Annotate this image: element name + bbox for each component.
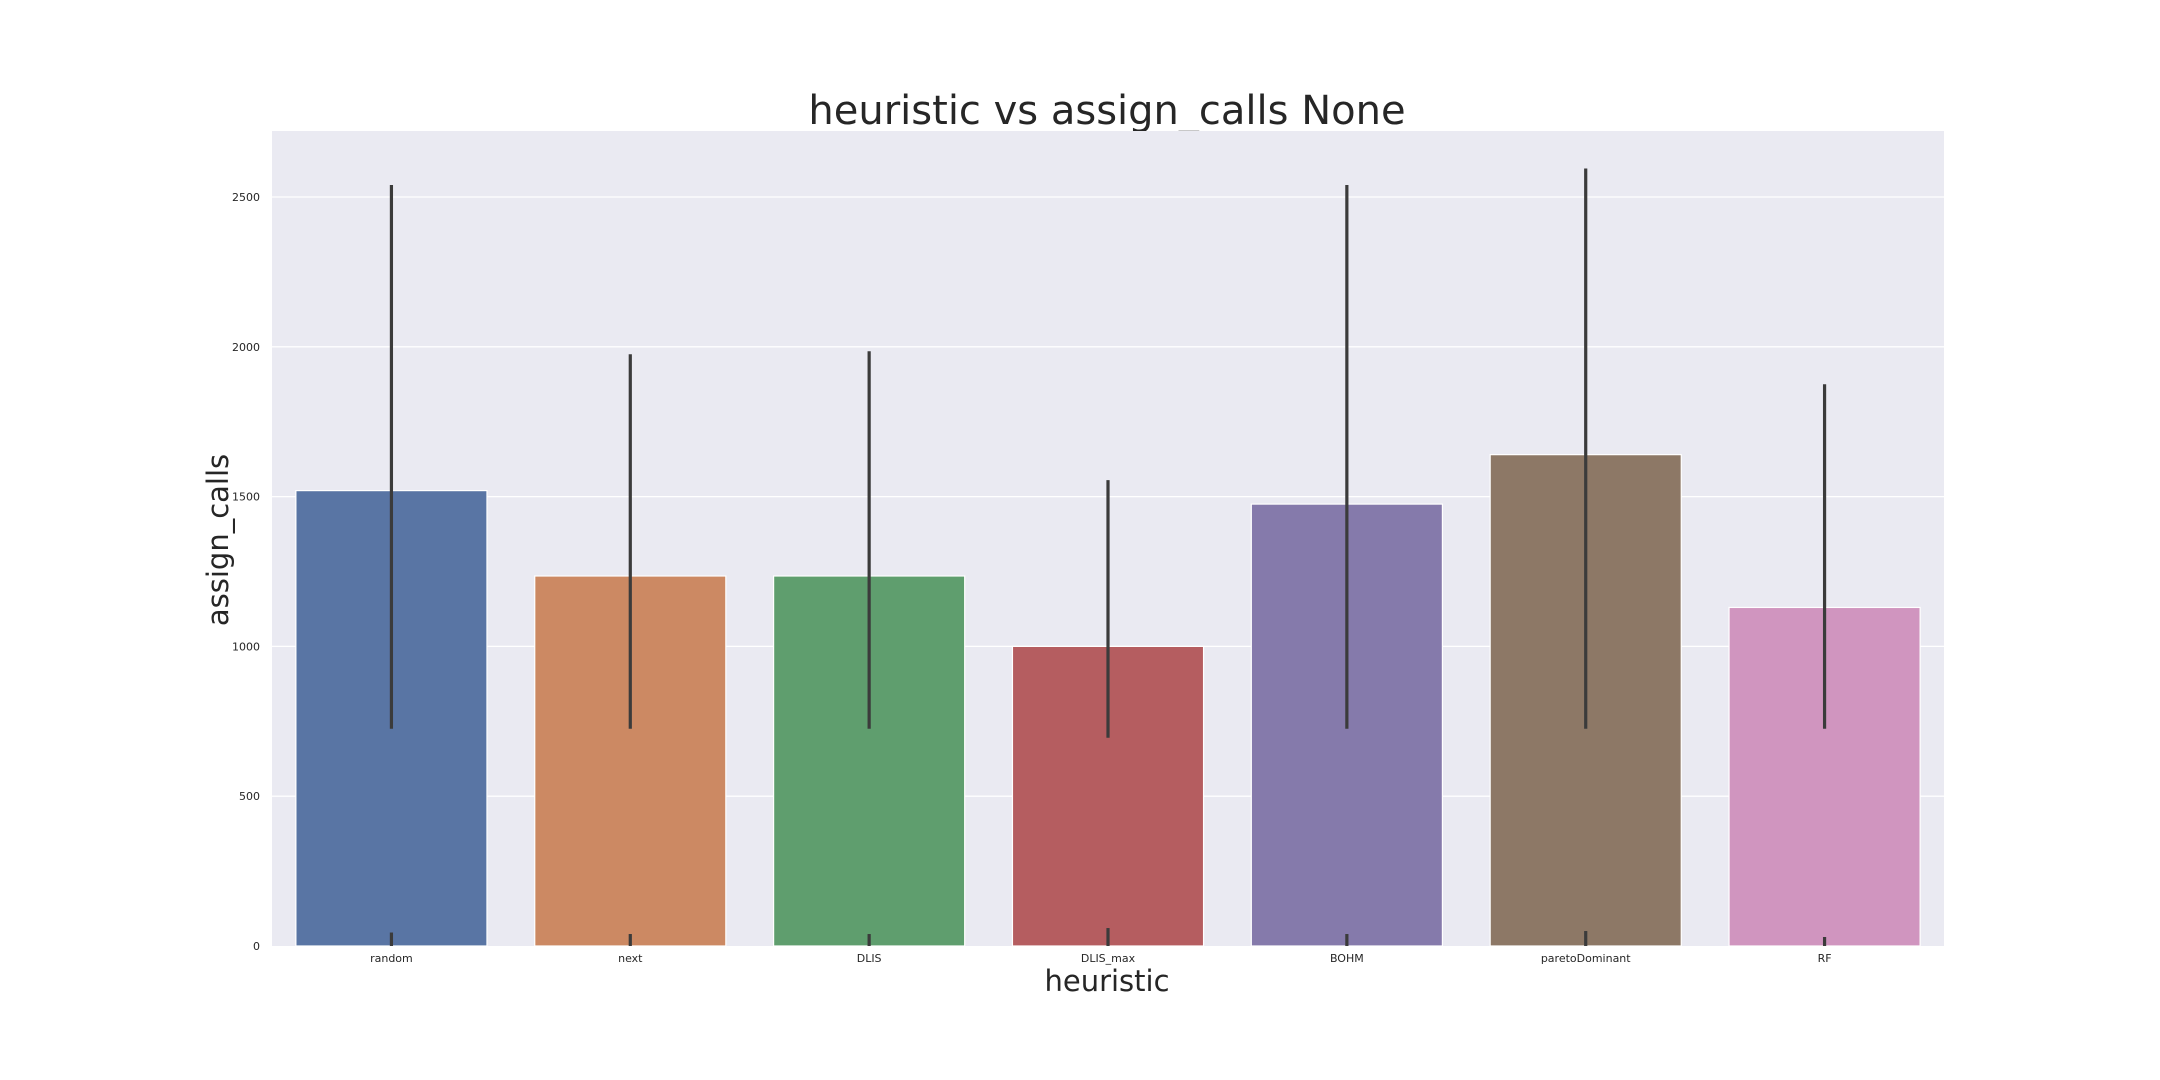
y-tick-label: 2500 — [232, 191, 260, 204]
x-tick-label: DLIS_max — [1081, 952, 1136, 965]
x-tick-label: BOHM — [1330, 952, 1364, 965]
y-tick-label: 0 — [253, 940, 260, 953]
error-bars — [389, 168, 1827, 946]
y-tick-label: 500 — [239, 790, 260, 803]
y-tick-label: 1000 — [232, 640, 260, 653]
x-tick-label: DLIS — [857, 952, 882, 965]
x-tick-label: random — [370, 952, 413, 965]
y-tick-label: 1500 — [232, 491, 260, 504]
x-tick-label: paretoDominant — [1541, 952, 1631, 965]
x-tick-label: RF — [1818, 952, 1832, 965]
bar-DLIS_max — [1011, 645, 1205, 947]
y-axis-label: assign_calls — [201, 454, 235, 626]
chart-title: heuristic vs assign_calls None — [808, 88, 1405, 134]
y-tick-label: 2000 — [232, 341, 260, 354]
y-axis-ticks: 0 500 1000 1500 2000 2500 — [232, 191, 260, 953]
x-tick-label: next — [618, 952, 643, 965]
x-axis-ticks: random next DLIS DLIS_max BOHM paretoDominant… — [370, 952, 1831, 965]
x-axis-label: heuristic — [1044, 964, 1169, 998]
